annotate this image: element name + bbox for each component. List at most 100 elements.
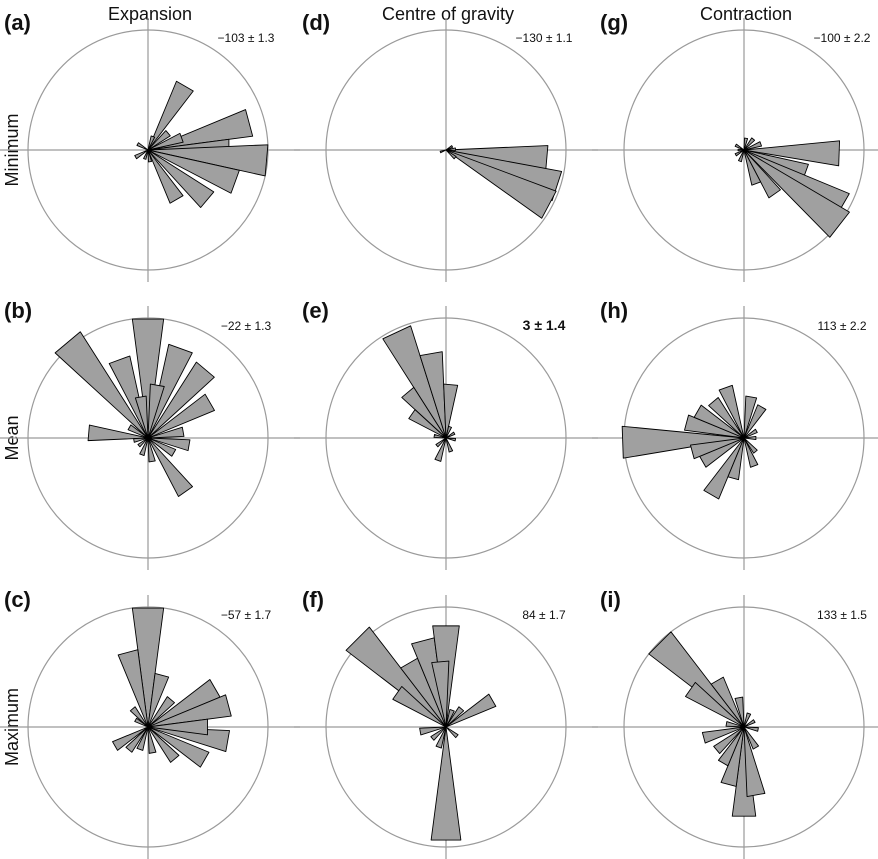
panel-c-bin-12: [112, 726, 149, 751]
panel-e-bin-5: [445, 425, 452, 439]
panel-a-bin-5: [147, 149, 240, 194]
panel-h-bin-8: [727, 437, 745, 481]
panel-c-bin-6: [147, 726, 210, 768]
panel-i-bin-5: [743, 726, 766, 797]
panel-g: (g) −100 ± 2.2: [592, 10, 878, 282]
panel-a: (a) −103 ± 1.3: [0, 10, 300, 282]
panel-b-bin-15: [137, 437, 149, 448]
panel-g-bin-3: [743, 149, 850, 238]
panel-e: (e) 3 ± 1.4: [294, 298, 598, 570]
panel-f-bin-9: [445, 708, 455, 728]
panel-g-bin-5: [743, 149, 762, 186]
panel-b-bin-9: [147, 437, 191, 452]
panel-g-bin-9: [734, 143, 745, 151]
panel-g-bin-6: [743, 141, 763, 151]
panel-h-bin-11: [743, 437, 759, 468]
panel-d-bin-4: [445, 149, 457, 160]
panel-h-bin-12: [743, 437, 758, 454]
panel-g-bin-0: [743, 140, 841, 167]
panel-c-bin-7: [147, 726, 180, 763]
panel-f-bin-13: [419, 726, 447, 736]
panel-f-bin-11: [435, 726, 447, 749]
panel-e-letter: (e): [302, 298, 329, 323]
panel-b-bin-6: [147, 383, 165, 439]
panel-b-bin-1: [54, 331, 149, 439]
column-title-3: Contraction: [700, 4, 792, 24]
panel-i: (i) 133 ± 1.5: [592, 587, 878, 859]
panel-i-bin-14: [725, 721, 745, 728]
panel-c-letter: (c): [4, 587, 31, 612]
panel-d-letter: (d): [302, 10, 330, 35]
panel-a-bin-13: [147, 149, 153, 163]
panel-c: (c) −57 ± 1.7: [0, 587, 300, 859]
panel-b-bin-8: [87, 424, 149, 442]
panel-i-bin-10: [743, 726, 760, 750]
panel-e-bin-8: [445, 437, 454, 453]
panel-a-bin-0: [147, 80, 194, 151]
panel-c-bin-9: [147, 718, 208, 736]
panel-c-bin-13: [125, 726, 149, 753]
panel-c-bin-2: [147, 673, 170, 728]
panel-h-bin-2: [693, 404, 745, 439]
panel-g-stat: −100 ± 2.2: [814, 31, 871, 45]
panel-b-bin-0: [131, 318, 165, 439]
panel-i-bin-13: [743, 712, 752, 728]
panel-f-bin-10: [445, 726, 459, 739]
panel-g-bin-8: [743, 137, 749, 151]
panel-g-bin-10: [737, 148, 745, 152]
panel-c-bin-14: [136, 726, 149, 751]
panel-f: (f) 84 ± 1.7: [294, 587, 598, 859]
panel-b-letter: (b): [4, 298, 32, 323]
panel-b-stat: −22 ± 1.3: [221, 319, 272, 333]
panel-b-bin-13: [147, 437, 156, 463]
panel-g-bin-12: [734, 149, 745, 157]
panel-h-bin-13: [743, 435, 757, 441]
panel-f-stat: 84 ± 1.7: [522, 608, 566, 622]
panel-a-bin-7: [147, 149, 184, 204]
column-title-2: Centre of gravity: [382, 4, 514, 24]
panel-i-stat: 133 ± 1.5: [817, 608, 867, 622]
panel-e-bin-6: [445, 431, 456, 439]
panel-a-bin-8: [147, 132, 184, 151]
panel-h-bin-3: [708, 397, 745, 439]
panel-h-bin-0: [621, 425, 745, 459]
panel-f-letter: (f): [302, 587, 324, 612]
panel-d-stat: −130 ± 1.1: [516, 31, 573, 45]
panel-g-bin-11: [738, 149, 745, 163]
panel-f-bin-6: [430, 726, 462, 841]
panel-a-bin-11: [136, 142, 149, 151]
panel-c-bin-15: [147, 726, 157, 754]
panel-h-bin-5: [743, 395, 758, 439]
panel-b-bin-11: [147, 437, 194, 497]
panel-i-bin-9: [701, 726, 745, 744]
panel-b-bin-17: [127, 424, 149, 439]
panel-i-bin-0: [648, 631, 745, 728]
panel-b-bin-4: [147, 361, 215, 439]
panel-b-bin-10: [147, 426, 185, 439]
panel-e-bin-10: [435, 437, 447, 448]
panel-f-bin-4: [431, 660, 450, 728]
panel-d: (d) −130 ± 1.1: [294, 10, 598, 282]
panel-f-bin-7: [445, 693, 497, 728]
panel-e-bin-9: [434, 437, 447, 462]
panel-i-bin-11: [743, 726, 759, 732]
panel-i-bin-3: [734, 696, 745, 728]
panel-i-bin-1: [685, 681, 745, 728]
panel-c-bin-10: [129, 706, 149, 728]
panel-c-bin-1: [117, 649, 149, 728]
panel-d-bin-6: [445, 145, 454, 151]
panel-e-bin-11: [433, 433, 447, 439]
panel-i-bin-12: [743, 719, 756, 728]
panel-b: (b) −22 ± 1.3: [0, 298, 300, 570]
panel-i-bin-2: [710, 676, 745, 728]
panel-b-bin-7: [134, 395, 149, 439]
panel-g-bin-7: [743, 137, 756, 151]
panel-c-stat: −57 ± 1.7: [221, 608, 272, 622]
panel-b-bin-12: [147, 437, 177, 457]
panel-a-bin-10: [134, 149, 149, 160]
panel-e-bin-4: [408, 409, 447, 439]
panel-c-bin-11: [134, 717, 149, 728]
panel-i-bin-7: [717, 726, 745, 767]
panel-a-bin-1: [147, 130, 171, 151]
